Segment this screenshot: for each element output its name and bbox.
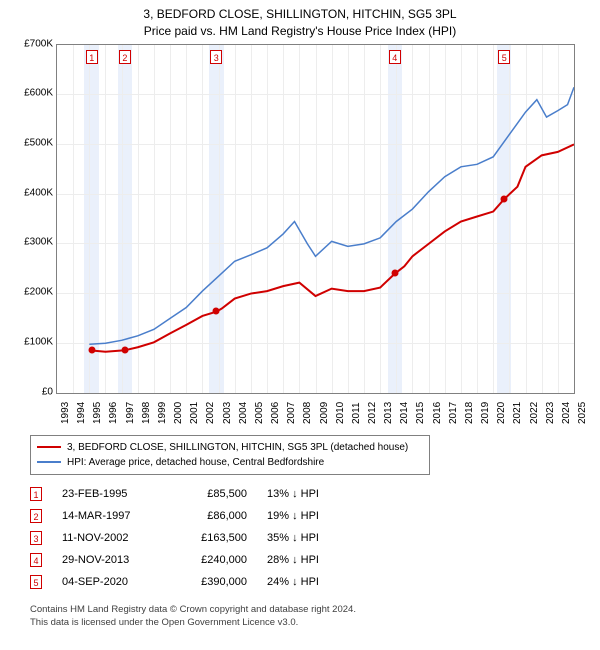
y-axis-label: £600K [24, 88, 53, 99]
sale-row-marker: 2 [30, 509, 42, 523]
sale-row-date: 14-MAR-1997 [62, 505, 157, 527]
y-axis-label: £200K [24, 287, 53, 298]
x-axis-label: 2003 [222, 401, 233, 423]
line-series-svg [57, 45, 574, 393]
x-axis-label: 2000 [173, 401, 184, 423]
legend-label: HPI: Average price, detached house, Cent… [67, 455, 324, 470]
sale-row-date: 29-NOV-2013 [62, 549, 157, 571]
sale-row-price: £163,500 [177, 527, 247, 549]
sales-table: 1 23-FEB-1995 £85,500 13% ↓ HPI 2 14-MAR-1997… [30, 483, 600, 593]
x-axis-label: 2005 [254, 401, 265, 423]
x-axis-label: 1993 [60, 401, 71, 423]
x-axis-label: 2022 [529, 401, 540, 423]
sale-row: 5 04-SEP-2020 £390,000 24% ↓ HPI [30, 571, 600, 593]
x-axis-label: 2004 [238, 401, 249, 423]
sale-row-marker: 5 [30, 575, 42, 589]
sale-row-price: £86,000 [177, 505, 247, 527]
sale-marker-box: 2 [119, 50, 131, 64]
sale-row-diff: 24% ↓ HPI [267, 571, 357, 593]
plot: 1 2 3 4 5 [56, 44, 575, 394]
x-axis-label: 1995 [92, 401, 103, 423]
x-axis-label: 2006 [270, 401, 281, 423]
x-axis-label: 2002 [205, 401, 216, 423]
x-axis-label: 2019 [480, 401, 491, 423]
sale-marker-box: 4 [389, 50, 401, 64]
x-axis-label: 2001 [189, 401, 200, 423]
sale-row-marker: 1 [30, 487, 42, 501]
sale-row-marker: 4 [30, 553, 42, 567]
x-axis-label: 2015 [415, 401, 426, 423]
x-axis-label: 2017 [448, 401, 459, 423]
legend-row: 3, BEDFORD CLOSE, SHILLINGTON, HITCHIN, … [37, 440, 423, 455]
legend-row: HPI: Average price, detached house, Cent… [37, 455, 423, 470]
legend-label: 3, BEDFORD CLOSE, SHILLINGTON, HITCHIN, … [67, 440, 408, 455]
x-axis-label: 2007 [286, 401, 297, 423]
sale-row-price: £390,000 [177, 571, 247, 593]
chart-area: 12345 £0£100K£200K£300K£400K£500K£600K£7… [10, 44, 575, 429]
x-axis-label: 1998 [141, 401, 152, 423]
sale-row: 3 11-NOV-2002 £163,500 35% ↓ HPI [30, 527, 600, 549]
x-axis-label: 2024 [561, 401, 572, 423]
series-property [92, 144, 574, 351]
x-axis-label: 1997 [125, 401, 136, 423]
sale-marker-box: 3 [210, 50, 222, 64]
sale-row-diff: 13% ↓ HPI [267, 483, 357, 505]
y-axis-label: £500K [24, 138, 53, 149]
y-axis-label: £0 [42, 386, 53, 397]
legend-swatch [37, 446, 61, 448]
chart-title: 3, BEDFORD CLOSE, SHILLINGTON, HITCHIN, … [0, 0, 600, 40]
x-axis-label: 2012 [367, 401, 378, 423]
title-line-2: Price paid vs. HM Land Registry's House … [0, 23, 600, 40]
chart-container: 3, BEDFORD CLOSE, SHILLINGTON, HITCHIN, … [0, 0, 600, 650]
sale-row-date: 11-NOV-2002 [62, 527, 157, 549]
sale-row: 2 14-MAR-1997 £86,000 19% ↓ HPI [30, 505, 600, 527]
sale-row: 4 29-NOV-2013 £240,000 28% ↓ HPI [30, 549, 600, 571]
sale-row-marker: 3 [30, 531, 42, 545]
x-axis-label: 2013 [383, 401, 394, 423]
sale-marker-box: 5 [498, 50, 510, 64]
series-dot [121, 346, 128, 353]
series-dot [391, 270, 398, 277]
x-axis-label: 2008 [302, 401, 313, 423]
series-dot [213, 308, 220, 315]
footer-line-1: Contains HM Land Registry data © Crown c… [30, 603, 600, 616]
x-axis-label: 2009 [319, 401, 330, 423]
sale-row-price: £85,500 [177, 483, 247, 505]
x-axis-label: 2025 [577, 401, 588, 423]
x-axis-label: 2010 [335, 401, 346, 423]
title-line-1: 3, BEDFORD CLOSE, SHILLINGTON, HITCHIN, … [0, 6, 600, 23]
sale-row-diff: 28% ↓ HPI [267, 549, 357, 571]
x-axis-label: 2011 [351, 402, 362, 424]
footer: Contains HM Land Registry data © Crown c… [30, 603, 600, 630]
x-axis-label: 2021 [512, 401, 523, 423]
x-axis-label: 2023 [545, 401, 556, 423]
sale-row: 1 23-FEB-1995 £85,500 13% ↓ HPI [30, 483, 600, 505]
footer-line-2: This data is licensed under the Open Gov… [30, 616, 600, 629]
sale-row-diff: 19% ↓ HPI [267, 505, 357, 527]
sale-row-price: £240,000 [177, 549, 247, 571]
legend-swatch [37, 461, 61, 463]
x-axis-label: 2016 [432, 401, 443, 423]
x-axis-label: 1994 [76, 401, 87, 423]
sale-row-date: 23-FEB-1995 [62, 483, 157, 505]
sale-marker-box: 1 [86, 50, 98, 64]
y-axis-label: £100K [24, 336, 53, 347]
x-axis-label: 1996 [108, 401, 119, 423]
y-axis-label: £400K [24, 187, 53, 198]
sale-row-diff: 35% ↓ HPI [267, 527, 357, 549]
legend: 3, BEDFORD CLOSE, SHILLINGTON, HITCHIN, … [30, 435, 430, 475]
x-axis-label: 1999 [157, 401, 168, 423]
y-axis-label: £700K [24, 38, 53, 49]
x-axis-label: 2020 [496, 401, 507, 423]
series-hpi [89, 87, 574, 344]
y-axis-label: £300K [24, 237, 53, 248]
series-dot [88, 347, 95, 354]
x-axis-label: 2014 [399, 401, 410, 423]
x-axis-label: 2018 [464, 401, 475, 423]
series-dot [501, 195, 508, 202]
sale-row-date: 04-SEP-2020 [62, 571, 157, 593]
